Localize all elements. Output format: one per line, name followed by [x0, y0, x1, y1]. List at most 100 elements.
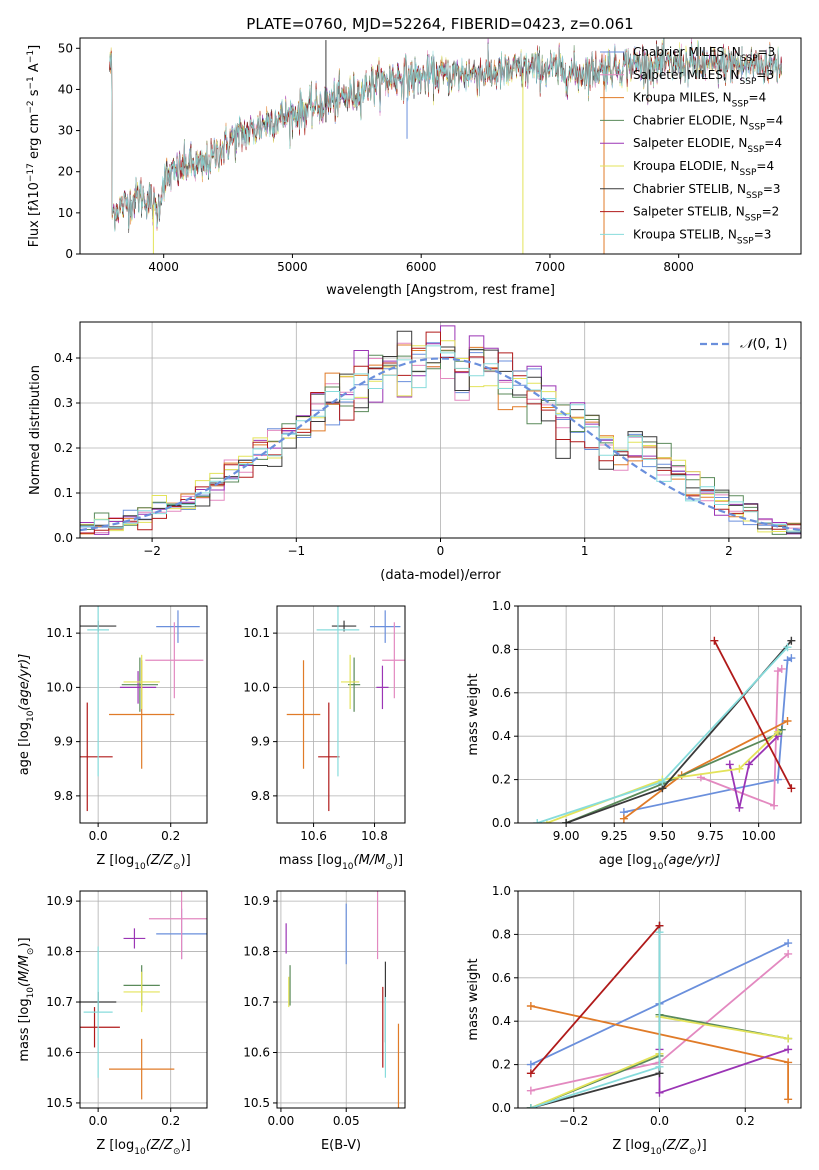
weight-line-series-7 [713, 640, 793, 789]
x-tick-label: −0.2 [559, 1114, 588, 1128]
x-axis-label-part: ⊙ [385, 862, 393, 872]
legend-entry: Kroupa MILES, NSSP=4 [633, 91, 766, 110]
x-axis-label-part: 10 [650, 1147, 662, 1157]
y-tick-label: 0.6 [492, 971, 511, 985]
y-tick-label: 10.8 [46, 945, 73, 959]
plus-marker [784, 1045, 793, 1054]
x-axis-label-part: Z [log [96, 853, 134, 868]
y-axis-label-part: ] [27, 45, 42, 50]
mass-weight-vs-metallicity-panel: −0.2 0.0 0.2 0.0 0.2 0.4 0.6 0.8 1.0 Z [log10(Z/Z… [466, 884, 802, 1157]
y-tick-label: 10.9 [243, 894, 270, 908]
y-axis-label-part: 10 [26, 987, 36, 999]
y-tick-label: 0.3 [54, 396, 73, 410]
errorbar-point-8 [83, 946, 113, 1078]
x-tick-label: 9.25 [601, 829, 628, 843]
x-axis-label: wavelength [Angstrom, rest frame] [326, 283, 555, 298]
weight-line-series-0 [623, 657, 792, 813]
y-tick-label: 0 [65, 247, 73, 261]
errorbar-point-5 [123, 654, 160, 710]
x-axis-label: (data-model)/error [380, 568, 501, 583]
spectrum-title: PLATE=0760, MJD=52264, FIBERID=0423, z=0… [246, 15, 633, 33]
x-axis-label-part: ⊙ [173, 1147, 181, 1157]
legend-suffix: =3 [763, 182, 781, 196]
y-tick-label: 40 [58, 82, 73, 96]
y-axis-label-part: (age/yr)] [17, 654, 32, 711]
x-axis-label-part: (Z/Z [662, 1138, 690, 1153]
plus-marker [784, 939, 793, 948]
y-tick-label: 10.1 [243, 626, 270, 640]
legend: 𝒩(0, 1) [700, 337, 787, 352]
y-tick-label: 1.0 [492, 884, 511, 898]
errorbar-point-2 [109, 1038, 175, 1100]
errorbar-point-4 [119, 671, 157, 704]
x-axis-label-part: Z [log [96, 1138, 134, 1153]
x-tick-label: 0.0 [650, 1114, 669, 1128]
y-tick-label: 10 [58, 206, 73, 220]
x-axis-label-part: )] [393, 853, 403, 868]
y-tick-label: 10.5 [243, 1096, 270, 1110]
legend-entry: 𝒩(0, 1) [740, 337, 787, 352]
plus-marker [783, 643, 792, 652]
histogram-series-5 [80, 340, 801, 533]
y-axis-label-part: −2 [26, 100, 36, 113]
x-tick-label: 9.75 [697, 829, 724, 843]
x-axis-label-part: (M/M [354, 853, 386, 868]
y-axis-label-part: erg cm [27, 114, 42, 163]
legend-suffix: =3 [756, 68, 774, 82]
errorbar-point-5 [341, 654, 360, 710]
histogram-series-1 [80, 342, 801, 535]
x-axis-label-part: Z [log [612, 1138, 650, 1153]
legend-entry: Salpeter ELODIE, NSSP=4 [633, 136, 782, 155]
legend-sub: SSP [737, 236, 754, 246]
y-tick-label: 0.1 [54, 486, 73, 500]
x-tick-label: 5000 [277, 260, 308, 274]
x-axis-label-part: (Z/Z [146, 1138, 174, 1153]
legend-name: Kroupa ELODIE, N [633, 159, 740, 173]
y-tick-label: 10.1 [46, 626, 73, 640]
y-axis-label-part: (M/M [17, 955, 32, 987]
legend-sub: SSP [740, 168, 757, 178]
errorbar-point-1 [148, 891, 207, 960]
y-axis-label-part: )] [17, 937, 32, 947]
x-axis-label-part: ⊙ [689, 1147, 697, 1157]
y-axis-label-part: mass [log [17, 998, 32, 1061]
plus-marker [526, 1002, 535, 1011]
legend-name: Chabrier STELIB, N [633, 182, 746, 196]
y-axis-label: Normed distribution [28, 365, 43, 495]
legend-sub: SSP [732, 100, 749, 110]
plus-marker [710, 636, 719, 645]
y-tick-label: 0.0 [54, 531, 73, 545]
y-axis-label: mass [log10(M/M⊙)] [17, 937, 36, 1061]
y-tick-label: 1.0 [492, 599, 511, 613]
y-axis-label-part: age [log [17, 722, 32, 775]
legend-suffix: =4 [749, 91, 767, 105]
mass-vs-metallicity-panel: 0.0 0.210.510.610.710.810.9Z [log10(Z/Z⊙)… [17, 890, 208, 1157]
x-axis-label: Z [log10(Z/Z⊙)] [612, 1138, 706, 1157]
y-tick-label: 10.5 [46, 1096, 73, 1110]
y-axis-label-part: ⊙ [26, 948, 36, 956]
y-tick-label: 30 [58, 124, 73, 138]
x-tick-label: 0.2 [736, 1114, 755, 1128]
x-tick-label: −1 [287, 544, 305, 558]
histogram-series-8 [80, 345, 801, 535]
age-vs-mass-panel: 10.6 10.8 9.8 9.9 10.0 10.1 mass [log10(M/M⊙)] [243, 605, 406, 872]
y-tick-label: 0.2 [492, 773, 511, 787]
y-tick-label: 9.9 [54, 735, 73, 749]
y-axis-label-part: −1 [26, 76, 36, 89]
y-tick-label: 10.0 [46, 680, 73, 694]
x-tick-label: 0.2 [161, 829, 180, 843]
legend-sub: SSP [740, 77, 757, 87]
x-tick-label: 0.0 [89, 1114, 108, 1128]
plus-marker [784, 1095, 793, 1104]
y-tick-label: 9.8 [251, 789, 270, 803]
y-tick-label: 0.4 [492, 729, 511, 743]
errorbar-point-8 [87, 606, 110, 777]
x-tick-label: 10.00 [741, 829, 775, 843]
y-tick-label: 0.0 [492, 1101, 511, 1115]
legend-suffix: =4 [765, 113, 783, 127]
y-tick-label: 0.2 [492, 1058, 511, 1072]
errorbar-point-2 [286, 660, 321, 769]
y-tick-label: 0.6 [492, 686, 511, 700]
y-tick-label: 10.6 [243, 1045, 270, 1059]
x-tick-label: −2 [143, 544, 161, 558]
